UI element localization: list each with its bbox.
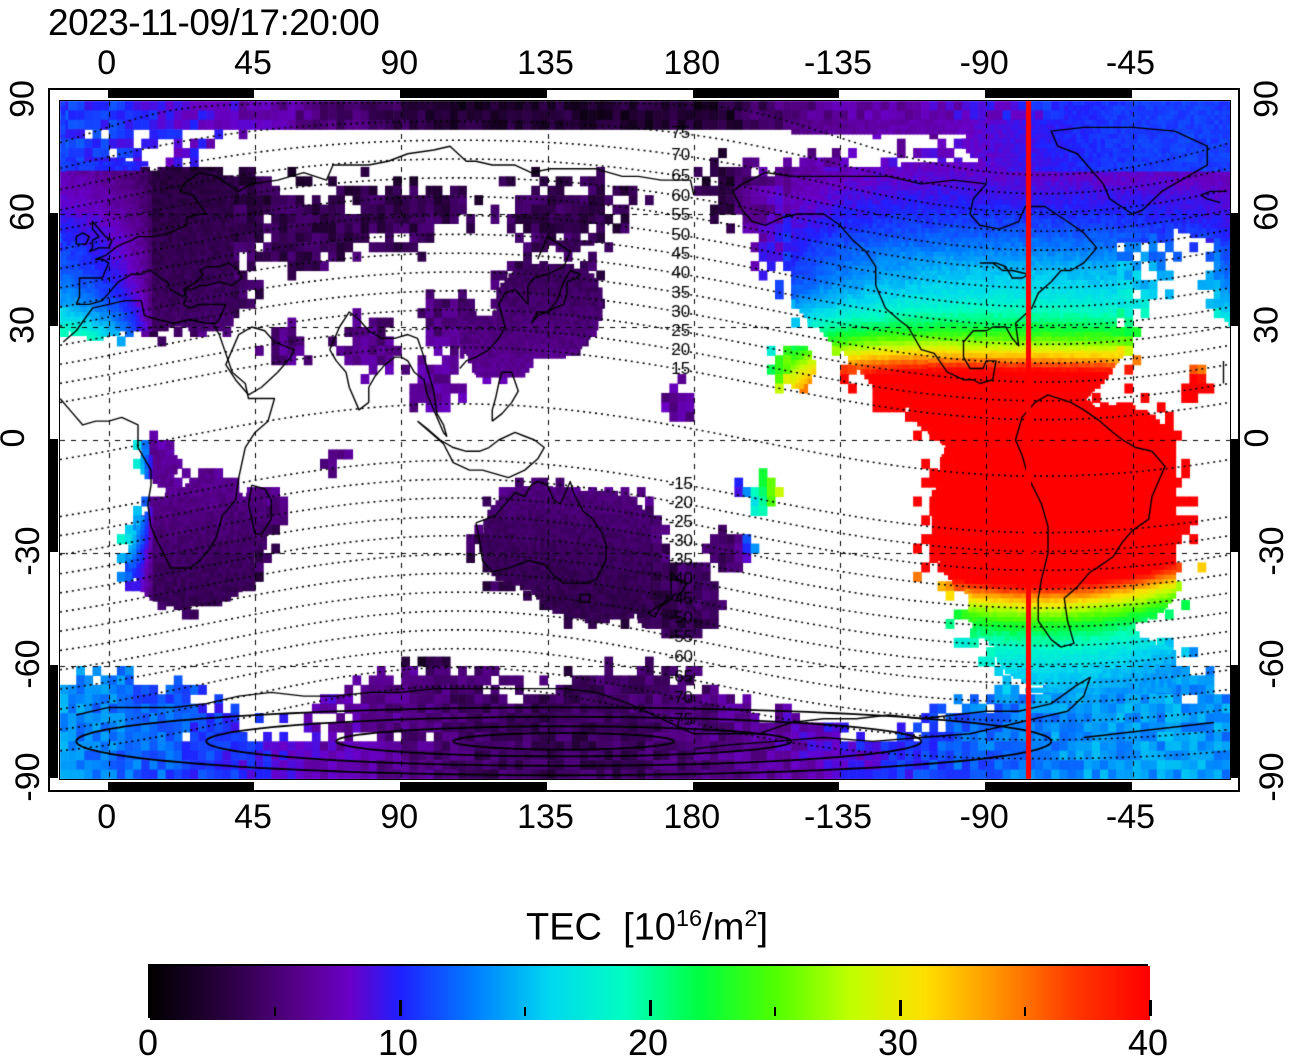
y-tick-label-right-3: 0	[1237, 428, 1276, 448]
x-tick-label-top-3: 135	[517, 44, 574, 82]
y-tick-label-right-5: -60	[1253, 639, 1292, 689]
x-tick-label-bottom-0: 0	[97, 798, 117, 836]
colorbar-major-tick-3	[899, 1000, 902, 1016]
x-tick-label-bottom-6: -90	[959, 798, 1009, 836]
x-tick-label-top-6: -90	[959, 44, 1009, 82]
colorbar[interactable]	[148, 964, 1152, 1020]
x-tick-label-top-0: 0	[97, 44, 117, 82]
page-title: 2023-11-09/17:20:00	[48, 2, 380, 43]
colorbar-tick-label-2: 20	[627, 1022, 669, 1057]
x-tick-label-bottom-7: -45	[1105, 798, 1156, 836]
x-tick-label-bottom-2: 90	[380, 798, 419, 836]
y-tick-label-right-4: -30	[1253, 526, 1292, 576]
axis-band-top	[50, 90, 1238, 98]
x-tick-label-top-2: 90	[380, 44, 419, 82]
colorbar-tick-label-3: 30	[877, 1022, 919, 1057]
y-tick-label-left-4: -30	[9, 526, 48, 576]
y-tick-label-left-1: 60	[3, 193, 42, 231]
colorbar-minor-tick-2	[774, 1007, 776, 1016]
y-tick-label-right-0: 90	[1247, 80, 1286, 118]
x-tick-label-bottom-4: 180	[663, 798, 721, 836]
x-tick-label-top-7: -45	[1105, 44, 1156, 82]
y-tick-label-left-2: 30	[3, 306, 42, 344]
y-tick-label-right-1: 60	[1247, 193, 1286, 231]
y-tick-label-left-0: 90	[3, 80, 42, 118]
x-tick-label-top-5: -135	[803, 44, 873, 82]
colorbar-major-tick-4	[1149, 1000, 1152, 1016]
map-frame	[48, 88, 1240, 792]
colorbar-tick-label-0: 0	[137, 1022, 159, 1057]
colorbar-minor-tick-3	[1024, 1007, 1026, 1016]
y-tick-label-right-6: -90	[1253, 752, 1292, 802]
y-tick-label-left-6: -90	[9, 752, 48, 802]
axis-band-right	[1230, 90, 1238, 790]
colorbar-minor-tick-0	[274, 1007, 276, 1016]
colorbar-major-tick-0	[149, 1000, 152, 1016]
x-tick-label-top-4: 180	[663, 44, 721, 82]
axis-band-bottom	[50, 782, 1238, 790]
axis-band-left	[50, 90, 58, 790]
colorbar-tick-label-4: 40	[1127, 1022, 1169, 1057]
colorbar-major-tick-2	[649, 1000, 652, 1016]
colorbar-label: TEC [1016/m2]	[525, 905, 769, 949]
y-tick-label-left-5: -60	[9, 639, 48, 689]
colorbar-major-tick-1	[399, 1000, 402, 1016]
y-tick-label-right-2: 30	[1247, 306, 1286, 344]
x-tick-label-bottom-1: 45	[234, 798, 272, 836]
colorbar-minor-tick-1	[524, 1007, 526, 1016]
x-tick-label-bottom-3: 135	[517, 798, 574, 836]
x-tick-label-top-1: 45	[234, 44, 272, 82]
map-plot-area[interactable]	[59, 100, 1231, 780]
x-tick-label-bottom-5: -135	[803, 798, 873, 836]
y-tick-label-left-3: 0	[0, 429, 33, 448]
colorbar-tick-label-1: 10	[377, 1022, 419, 1057]
tec-heatmap-canvas	[59, 100, 1231, 780]
